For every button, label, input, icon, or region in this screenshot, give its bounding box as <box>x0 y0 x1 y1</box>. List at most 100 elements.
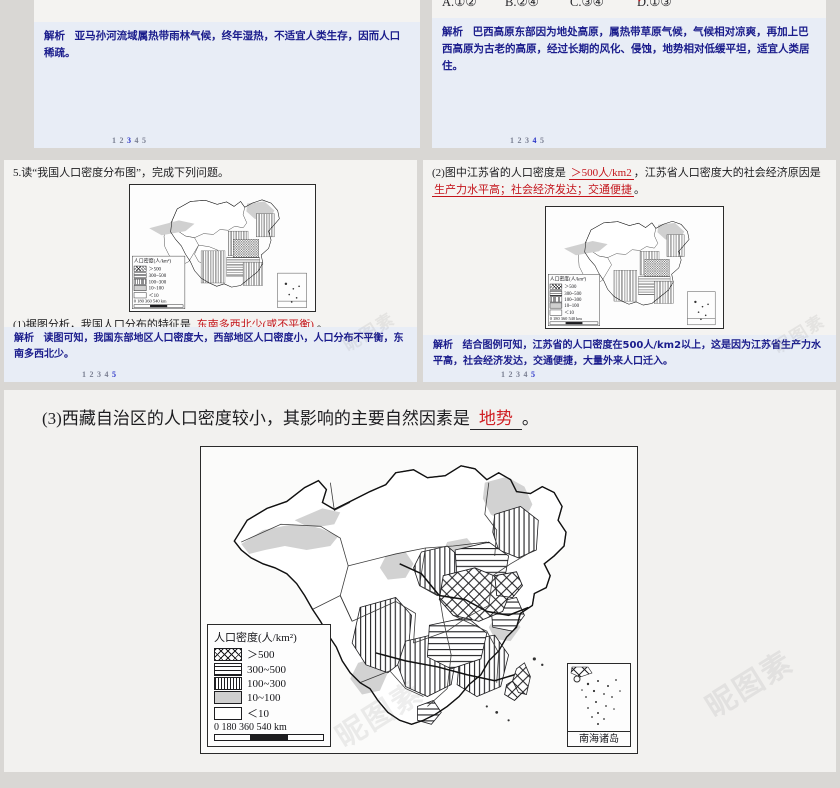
map-density-gt500-areas <box>438 567 526 702</box>
legend-row-100-300: 100~300 <box>549 296 598 303</box>
page-dot-5[interactable]: 5 <box>540 136 548 145</box>
page-dot-3[interactable]: 3 <box>97 370 105 379</box>
page-indicator-top-left[interactable]: 12345 <box>112 136 150 145</box>
page-dot-2[interactable]: 2 <box>89 370 97 379</box>
page-indicator-mid-left[interactable]: 12345 <box>82 370 120 379</box>
legend-label: ＜10 <box>247 708 269 720</box>
legend-swatch-cross-hatch-icon <box>133 265 147 272</box>
page-dot-2[interactable]: 2 <box>508 370 516 379</box>
explanation-mid-right: 解析 结合图例可知，江苏省的人口密度在500人/km2以上，这是因为江苏省生产力… <box>423 335 836 382</box>
map-svg-small-2 <box>548 207 721 328</box>
inset-map-canvas <box>568 664 630 731</box>
legend-swatch-gray-fill-icon <box>214 691 242 704</box>
legend-row-100-300: 100~300 <box>133 278 184 285</box>
page-dot-1[interactable]: 1 <box>510 136 518 145</box>
sub-question-2-prefix: (2)图中江苏省的人口密度是 <box>432 167 566 179</box>
explanation-lead-label: 解析 <box>433 340 453 351</box>
map-legend-small: 人口密度(人/km²) ＞500 300~500 100~300 <box>132 255 186 309</box>
legend-row-10-100: 10~100 <box>133 285 184 291</box>
page-indicator-top-right[interactable]: 12345 <box>510 136 548 145</box>
legend-row-10-100: 10~100 <box>549 302 598 309</box>
map-scale-bar-icon <box>549 321 599 325</box>
legend-label: 100~300 <box>247 677 286 690</box>
map-scale-bar-icon <box>214 734 324 741</box>
inset-svg <box>568 664 630 731</box>
legend-label: 300~500 <box>247 663 286 676</box>
sub-question-2: (2)图中江苏省的人口密度是 ＞500人/km2 ，江苏省人口密度大的社会经济原因… <box>423 160 836 199</box>
legend-swatch-horizontal-lines-icon <box>214 663 242 676</box>
explanation-lead-label: 解析 <box>44 30 65 42</box>
page-dot-5[interactable]: 5 <box>112 370 120 379</box>
legend-row-gt500: ＞500 <box>214 646 324 662</box>
page-dot-3[interactable]: 3 <box>525 136 533 145</box>
map-taiwan-islands <box>485 657 544 722</box>
legend-swatch-white-fill-icon <box>549 309 563 316</box>
legend-swatch-vertical-lines-icon <box>549 296 563 303</box>
legend-swatch-gray-fill-icon <box>133 285 147 291</box>
map-province-borders <box>241 482 535 707</box>
page-dot-1[interactable]: 1 <box>501 370 509 379</box>
legend-label: 300~500 <box>564 290 582 296</box>
page-dot-3[interactable]: 3 <box>516 370 524 379</box>
map-scale-label: 0 180 360 540 km <box>133 299 167 305</box>
legend-label: 100~300 <box>564 296 582 303</box>
question-area-top-left: A.地形复杂 B.终年湿热 ✓ C.资源匮乏 D.地处内陆 <box>34 0 420 22</box>
option-b-top-right[interactable]: B.②④ <box>505 0 539 9</box>
legend-swatch-horizontal-lines-icon <box>549 290 563 297</box>
legend-label: 10~100 <box>564 302 579 309</box>
page-dot-4[interactable]: 4 <box>104 370 112 379</box>
option-c-top-right[interactable]: C.③④ <box>570 0 604 9</box>
legend-title: 人口密度(人/km²) <box>214 632 297 644</box>
page-dot-5[interactable]: 5 <box>142 136 150 145</box>
question-stem-5: 5.读“我国人口密度分布图”，完成下列问题。 <box>13 167 230 179</box>
sub-question-3-suffix: 。 <box>521 409 539 428</box>
page-dot-5[interactable]: 5 <box>531 370 539 379</box>
sub-question-3-prefix: (3)西藏自治区的人口密度较小，其影响的主要自然因素是 <box>42 409 470 428</box>
legend-row-300-500: 300~500 <box>133 272 184 279</box>
explanation-body-text: 巴西高原东部因为地处高原，属热带草原气候，气候相对凉爽，再加上巴西高原为古老的高… <box>442 26 810 72</box>
page-dot-2[interactable]: 2 <box>517 136 525 145</box>
map-legend-large: 人口密度(人/km²) ＞500 300~500 100~300 10~100 … <box>207 624 331 747</box>
map-major-rivers <box>375 563 529 682</box>
page-dot-4[interactable]: 4 <box>523 370 531 379</box>
map-svg-large <box>201 447 634 750</box>
legend-swatch-cross-hatch-icon <box>214 647 242 661</box>
slide-panel-mid-left: 5.读“我国人口密度分布图”，完成下列问题。 <box>4 160 417 382</box>
legend-swatch-vertical-lines-icon <box>214 677 242 690</box>
explanation-body-text: 结合图例可知，江苏省的人口密度在500人/km2以上，这是因为江苏省生产力水平高… <box>433 340 822 367</box>
page-dot-1[interactable]: 1 <box>112 136 120 145</box>
sub-question-2-answer-2[interactable]: 生产力水平高；社会经济发达；交通便捷 <box>432 184 634 197</box>
map-scale-label: 0 180 360 540 km <box>549 316 582 322</box>
explanation-mid-left: 解析 读图可知，我国东部地区人口密度大，西部地区人口密度小，人口分布不平衡，东南… <box>4 327 417 382</box>
explanation-top-left: 解析 亚马孙河流域属热带雨林气候，终年湿热，不适宜人类生存，因而人口稀疏。 12… <box>34 22 420 148</box>
legend-label: ＞500 <box>247 649 275 661</box>
legend-swatch-gray-fill-icon <box>549 302 563 309</box>
sub-question-3-answer[interactable]: 地势 <box>469 404 522 430</box>
option-a-top-right[interactable]: A.①② <box>442 0 477 9</box>
slide-panel-mid-right: (2)图中江苏省的人口密度是 ＞500人/km2 ，江苏省人口密度大的社会经济原因… <box>423 160 836 382</box>
map-scale-bar-icon <box>133 304 184 308</box>
page-dot-2[interactable]: 2 <box>119 136 127 145</box>
option-d-top-right[interactable]: D.①③ <box>637 0 672 9</box>
legend-label: 300~500 <box>148 272 167 279</box>
legend-row-lt10: ＜10 <box>133 291 184 298</box>
china-population-density-map-small-2: 人口密度(人/km²) ＞500 300~500 100~300 <box>545 206 724 329</box>
page-dot-3[interactable]: 3 <box>127 136 135 145</box>
page-dot-4[interactable]: 4 <box>532 136 540 145</box>
china-population-density-map-large: 人口密度(人/km²) ＞500 300~500 100~300 10~100 … <box>200 446 638 754</box>
sub-question-2-suffix: 。 <box>634 184 645 196</box>
sub-question-2-answer-1[interactable]: ＞500人/km2 <box>568 167 634 180</box>
page-dot-4[interactable]: 4 <box>134 136 142 145</box>
question-area-mid-left: 5.读“我国人口密度分布图”，完成下列问题。 <box>4 160 417 332</box>
page-indicator-mid-right[interactable]: 12345 <box>501 370 539 379</box>
question-area-top-right: A.①② B.②④ C.③④ D.①③ ✓ <box>432 0 826 18</box>
page-dot-1[interactable]: 1 <box>82 370 90 379</box>
legend-label: 10~100 <box>247 691 281 704</box>
slide-panel-top-left: A.地形复杂 B.终年湿热 ✓ C.资源匮乏 D.地处内陆 解析 亚马孙河流域属… <box>34 0 420 148</box>
slide-panel-top-right: A.①② B.②④ C.③④ D.①③ ✓ 解析 巴西高原东部因为地处高原，属热… <box>432 0 826 148</box>
legend-title: 人口密度(人/km²) <box>133 258 172 264</box>
sub-question-2-mid: ，江苏省人口密度大的社会经济原因是 <box>633 167 821 179</box>
legend-swatch-cross-hatch-icon <box>549 283 563 290</box>
legend-title: 人口密度(人/km²) <box>549 276 587 282</box>
map-inset-south-china-sea: 南海诸岛 <box>567 663 631 747</box>
